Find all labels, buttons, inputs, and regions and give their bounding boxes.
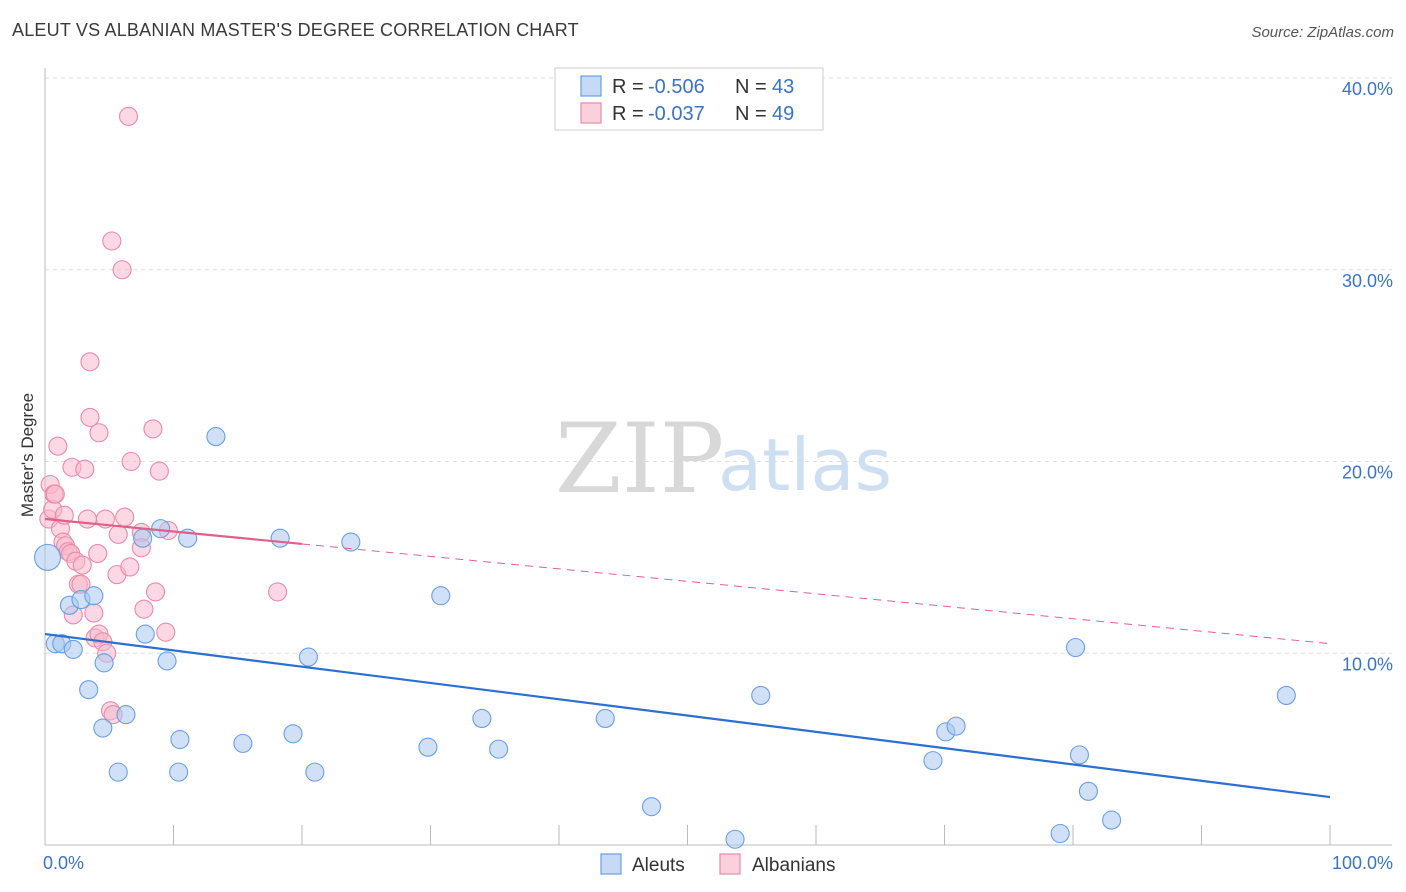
aleut-point-39	[1069, 745, 1089, 765]
aleut-point-33	[751, 685, 771, 705]
legend-aleut-swatch	[580, 75, 602, 97]
aleut-point-9	[93, 718, 113, 738]
albanian-point-25	[88, 543, 108, 564]
bottom-legend-aleuts: Aleuts	[632, 855, 685, 876]
aleut-point-41	[1102, 810, 1122, 830]
albanian-point-5	[48, 436, 68, 456]
albanians-points	[39, 106, 288, 725]
legend-albanian-n-value: 49	[772, 103, 794, 125]
aleut-point-8	[94, 653, 114, 673]
y-tick-label-0: 10.0%	[1342, 654, 1393, 674]
correlation-legend: R = -0.506 N = 43 R = -0.037 N = 49	[554, 67, 824, 131]
aleut-point-0	[34, 543, 62, 571]
albanian-trend-line-solid	[44, 517, 303, 546]
aleut-trend-line	[44, 632, 1331, 799]
aleut-point-42	[1276, 685, 1296, 705]
aleut-point-23	[298, 647, 318, 667]
aleut-point-7	[79, 680, 99, 700]
albanian-point-37	[118, 106, 139, 126]
legend-aleut-n-label: N =	[735, 76, 767, 98]
albanian-point-21	[80, 352, 100, 372]
aleuts-points	[34, 427, 1296, 849]
albanian-point-18	[75, 459, 95, 479]
aleut-point-6	[84, 586, 104, 606]
watermark-atlas: atlas	[718, 423, 892, 507]
chart-title: ALEUT VS ALBANIAN MASTER'S DEGREE CORREL…	[12, 20, 579, 40]
albanian-point-20	[80, 407, 100, 427]
legend-aleut-n-value: 43	[772, 76, 794, 98]
aleut-point-22	[283, 724, 303, 744]
bottom-legend-albanians: Albanians	[752, 855, 835, 876]
legend-aleut-r-value: -0.506	[648, 76, 705, 98]
gridlines	[45, 77, 1392, 654]
aleut-point-26	[418, 737, 438, 757]
albanian-point-42	[134, 599, 154, 619]
aleut-point-21	[270, 528, 290, 548]
bottom-legend-aleut-swatch	[600, 853, 622, 875]
aleut-point-12	[133, 528, 153, 548]
legend-albanian-r-label: R =	[612, 103, 644, 125]
albanian-point-22	[84, 603, 104, 623]
aleut-point-11	[116, 705, 136, 725]
albanian-point-26	[89, 423, 109, 443]
albanian-point-34	[108, 524, 128, 544]
aleut-point-19	[206, 427, 226, 447]
x-tick-label-0: 0.0%	[43, 853, 84, 873]
watermark: ZIP atlas	[555, 403, 892, 515]
bottom-legend-albanian-swatch	[719, 853, 741, 875]
albanian-point-17	[72, 555, 92, 575]
albanian-point-35	[112, 260, 132, 280]
watermark-zip: ZIP	[555, 403, 724, 515]
aleut-point-34	[923, 751, 943, 771]
aleut-point-20	[233, 733, 253, 753]
aleut-point-10	[108, 762, 128, 782]
aleut-point-16	[170, 729, 190, 750]
y-axis-title: Master's Degree	[18, 393, 37, 517]
y-tick-label-3: 40.0%	[1342, 79, 1393, 99]
albanian-point-44	[145, 582, 166, 602]
albanian-point-47	[268, 582, 288, 602]
albanian-point-39	[121, 451, 141, 472]
x-tick-label-1: 100.0%	[1332, 853, 1393, 873]
albanian-point-36	[115, 507, 135, 527]
aleut-point-25	[341, 532, 361, 552]
aleut-point-32	[725, 829, 745, 849]
aleut-point-15	[157, 651, 177, 671]
albanian-point-46	[156, 622, 176, 642]
legend-albanian-r-value: -0.037	[648, 103, 705, 125]
aleut-point-13	[135, 624, 155, 644]
aleut-point-36	[946, 716, 966, 736]
trend-lines	[44, 517, 1331, 799]
albanian-point-43	[143, 419, 163, 439]
albanian-point-19	[77, 509, 97, 529]
aleut-point-29	[489, 739, 509, 759]
aleut-point-30	[595, 708, 615, 728]
aleut-point-24	[305, 762, 325, 782]
albanian-point-32	[102, 231, 122, 251]
aleut-point-37	[1050, 823, 1070, 844]
axes	[44, 68, 1392, 846]
albanian-point-4	[45, 484, 65, 504]
aleut-point-40	[1078, 781, 1098, 801]
chart-source: Source: ZipAtlas.com	[1251, 24, 1394, 41]
legend-aleut-r-label: R =	[612, 76, 644, 98]
series-legend: Aleuts Albanians	[600, 853, 835, 876]
albanian-point-45	[149, 461, 169, 481]
y-tick-label-1: 20.0%	[1342, 463, 1393, 483]
legend-albanian-swatch	[580, 102, 602, 124]
tick-labels: 10.0% 20.0% 30.0% 40.0% 0.0% 100.0%	[43, 79, 1393, 873]
aleut-point-31	[641, 797, 662, 817]
legend-albanian-n-label: N =	[735, 103, 767, 125]
albanian-point-38	[120, 557, 140, 577]
y-tick-label-2: 30.0%	[1342, 271, 1393, 291]
albanian-trend-line-dashed	[301, 543, 1331, 645]
aleut-point-3	[63, 639, 83, 659]
aleut-point-27	[431, 586, 451, 606]
aleut-point-38	[1066, 637, 1086, 658]
aleut-point-17	[169, 762, 189, 782]
aleut-point-28	[472, 708, 492, 728]
